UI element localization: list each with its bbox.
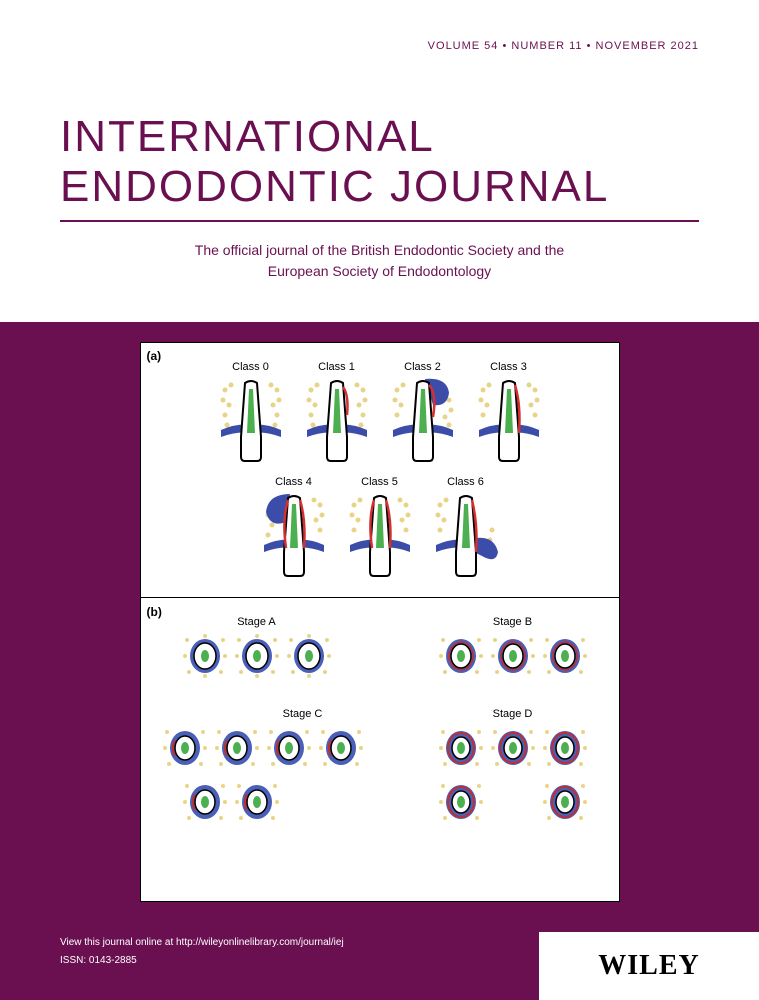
stage-d-label: Stage D (437, 708, 589, 720)
tooth-class-5-diagram (346, 490, 414, 580)
cross-b-3 (541, 632, 589, 680)
cross-c-3 (265, 724, 313, 772)
cross-d-5 (541, 778, 589, 826)
cross-d-1 (437, 724, 485, 772)
class-0: Class 0 (217, 361, 285, 470)
class-1-label: Class 1 (303, 361, 371, 373)
cross-a-2 (233, 632, 281, 680)
cross-a-3 (285, 632, 333, 680)
stage-a-label: Stage A (181, 616, 333, 628)
stage-c-row1 (161, 724, 365, 772)
class-1: Class 1 (303, 361, 371, 470)
cross-d-2 (489, 724, 537, 772)
stage-c-label: Stage C (241, 708, 365, 720)
class-6-label: Class 6 (432, 476, 500, 488)
class-4: Class 4 (260, 476, 328, 585)
figure-panel: (a) Class 0 Class 1 (140, 342, 620, 902)
class-5: Class 5 (346, 476, 414, 585)
panel-a-label: (a) (147, 349, 162, 363)
panel-divider (141, 597, 619, 598)
stage-b-label: Stage B (437, 616, 589, 628)
cross-c-1 (161, 724, 209, 772)
cross-c-2 (213, 724, 261, 772)
class-row-1: Class 0 Class 1 Class (141, 361, 619, 470)
class-3: Class 3 (475, 361, 543, 470)
title-line2: ENDODONTIC JOURNAL (60, 162, 699, 222)
cross-c-5 (181, 778, 229, 826)
cross-c-4 (317, 724, 365, 772)
tooth-class-2-diagram (389, 375, 457, 465)
class-6: Class 6 (432, 476, 500, 585)
issue-info: VOLUME 54 • NUMBER 11 • NOVEMBER 2021 (60, 40, 699, 52)
volume-text: VOLUME 54 (428, 40, 499, 52)
cross-a-1 (181, 632, 229, 680)
class-2-label: Class 2 (389, 361, 457, 373)
tooth-class-6-diagram (432, 490, 500, 580)
stage-a: Stage A (181, 616, 333, 680)
date-text: NOVEMBER 2021 (596, 40, 699, 52)
tooth-class-1-diagram (303, 375, 371, 465)
footer-issn: ISSN: 0143-2885 (60, 952, 344, 970)
cross-b-2 (489, 632, 537, 680)
number-text: NUMBER 11 (511, 40, 582, 52)
sep1: • (498, 40, 511, 52)
cross-d-4 (437, 778, 485, 826)
subtitle-line1: The official journal of the British Endo… (60, 240, 699, 261)
cross-d-3 (541, 724, 589, 772)
stage-d-row1 (437, 724, 589, 772)
class-5-label: Class 5 (346, 476, 414, 488)
class-3-label: Class 3 (475, 361, 543, 373)
subtitle: The official journal of the British Endo… (60, 240, 699, 282)
stage-grid: Stage A Stage B Stage C (141, 608, 619, 888)
class-2: Class 2 (389, 361, 457, 470)
publisher-strip: WILEY (539, 932, 759, 1000)
stage-d: Stage D (437, 708, 589, 826)
tooth-class-0-diagram (217, 375, 285, 465)
class-4-label: Class 4 (260, 476, 328, 488)
stage-b: Stage B (437, 616, 589, 680)
stage-d-row2 (437, 778, 589, 826)
stage-c-row2 (181, 778, 365, 826)
cross-b-1 (437, 632, 485, 680)
title-region: INTERNATIONAL ENDODONTIC JOURNAL The off… (0, 82, 759, 322)
sep2: • (583, 40, 596, 52)
stage-c: Stage C (161, 708, 365, 826)
stage-a-row (181, 632, 333, 680)
cover-image-region: (a) Class 0 Class 1 (0, 322, 759, 922)
publisher-logo: WILEY (598, 950, 699, 982)
class-row-2: Class 4 Class 5 (141, 476, 619, 585)
subtitle-line2: European Society of Endodontology (60, 261, 699, 282)
stage-b-row (437, 632, 589, 680)
header-region: VOLUME 54 • NUMBER 11 • NOVEMBER 2021 (0, 0, 759, 82)
footer-online: View this journal online at http://wiley… (60, 934, 344, 952)
footer-text: View this journal online at http://wiley… (60, 934, 344, 970)
title-line1: INTERNATIONAL (60, 112, 699, 162)
class-0-label: Class 0 (217, 361, 285, 373)
cross-c-6 (233, 778, 281, 826)
tooth-class-3-diagram (475, 375, 543, 465)
tooth-class-4-diagram (260, 490, 328, 580)
